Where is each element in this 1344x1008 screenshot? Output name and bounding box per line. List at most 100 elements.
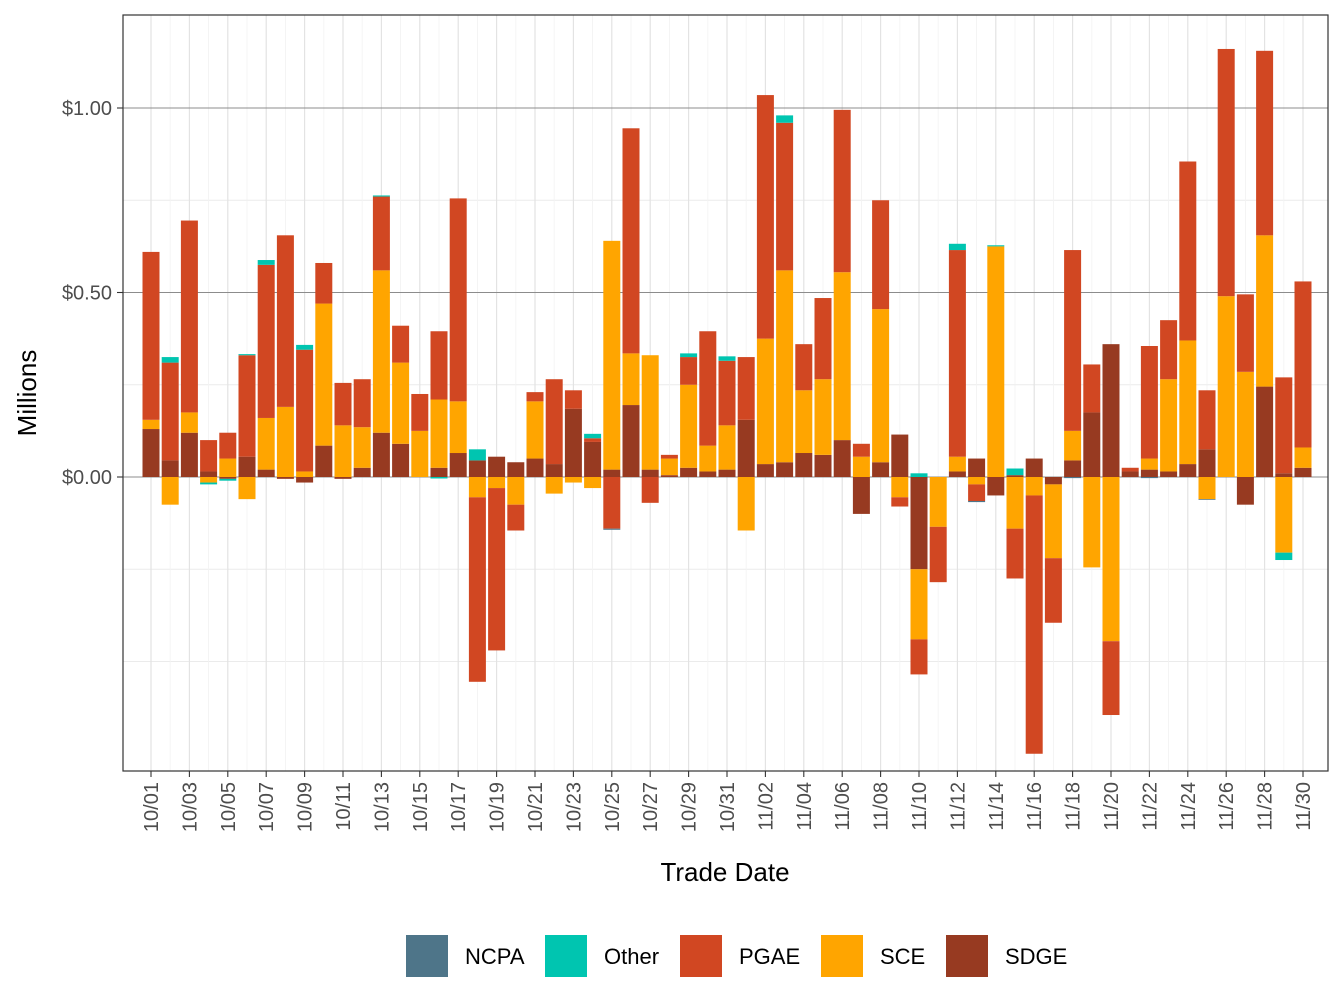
- plot-border: [122, 14, 1329, 772]
- bar-ncpa-11-25: [1198, 499, 1216, 500]
- bar-sce-10-04: [200, 477, 218, 483]
- bar-sce-10-16: [430, 399, 448, 468]
- x-tick-label-11-14: 11/14: [986, 782, 1008, 831]
- bar-sdge-10-08: [276, 477, 294, 479]
- bar-pgae-11-17: [1044, 558, 1062, 623]
- bar-pgae-10-09: [296, 349, 314, 472]
- bar-sdge-10-03: [180, 432, 198, 477]
- legend-label-other: Other: [604, 944, 659, 969]
- bar-sdge-10-26: [622, 405, 640, 477]
- bar-sdge-10-31: [718, 469, 736, 477]
- x-tick-label-11-06: 11/06: [832, 782, 854, 831]
- bar-sdge-11-12: [948, 471, 966, 477]
- bar-sce-10-20: [507, 477, 525, 505]
- bar-other-10-04: [200, 482, 218, 485]
- bar-sdge-11-28: [1256, 386, 1274, 477]
- bar-sce-11-30: [1294, 447, 1312, 468]
- bar-pgae-11-27: [1236, 294, 1254, 372]
- x-tick-label-10-11: 10/11: [333, 782, 355, 831]
- bar-sdge-11-02: [756, 464, 774, 477]
- bar-sce-11-07: [852, 456, 870, 477]
- legend-label-sce: SCE: [880, 944, 925, 969]
- bar-sdge-10-16: [430, 467, 448, 477]
- bar-sce-11-16: [1025, 477, 1043, 496]
- bar-sce-11-18: [1064, 430, 1082, 461]
- bar-pgae-11-21: [1121, 467, 1139, 472]
- bar-sdge-11-23: [1160, 471, 1178, 477]
- bar-sdge-11-29: [1275, 473, 1293, 477]
- legend-swatch-sdge: [946, 935, 988, 977]
- bar-ncpa-11-22: [1140, 477, 1158, 479]
- bar-other-10-18: [468, 449, 486, 461]
- bar-sdge-10-22: [545, 464, 563, 477]
- x-tick-label-11-26: 11/26: [1216, 782, 1238, 831]
- x-tick-label-10-09: 10/09: [295, 782, 317, 832]
- bar-sdge-10-01: [142, 429, 160, 477]
- bar-sce-11-08: [872, 309, 890, 463]
- x-tick-label-11-08: 11/08: [871, 782, 893, 831]
- bar-sce-10-19: [488, 477, 506, 489]
- bar-pgae-10-14: [392, 325, 410, 363]
- bar-pgae-11-02: [756, 95, 774, 339]
- bar-pgae-10-30: [699, 331, 717, 446]
- bar-sce-10-27: [641, 355, 659, 470]
- bar-other-11-03: [776, 115, 794, 123]
- bar-pgae-10-13: [372, 196, 390, 271]
- bar-sce-11-24: [1179, 340, 1197, 465]
- x-tick-label-10-13: 10/13: [371, 782, 393, 832]
- bar-sce-10-02: [161, 477, 179, 505]
- bar-sce-11-20: [1102, 477, 1120, 642]
- bar-pgae-10-17: [449, 198, 467, 402]
- bar-sdge-10-28: [660, 475, 678, 477]
- bar-sdge-11-10: [910, 477, 928, 570]
- x-tick-label-10-25: 10/25: [602, 782, 624, 832]
- x-tick-label-10-29: 10/29: [679, 782, 701, 832]
- bar-sce-10-06: [238, 477, 256, 500]
- bar-sce-11-13: [968, 477, 986, 485]
- bar-sdge-10-12: [353, 467, 371, 477]
- legend-swatch-ncpa: [406, 935, 448, 977]
- x-tick-label-11-24: 11/24: [1178, 782, 1200, 831]
- bar-pgae-10-20: [507, 504, 525, 531]
- bar-sce-10-23: [564, 477, 582, 483]
- bar-sdge-11-20: [1102, 344, 1120, 477]
- bar-pgae-10-31: [718, 360, 736, 426]
- bar-sdge-10-05: [219, 477, 237, 479]
- bar-pgae-10-05: [219, 432, 237, 459]
- x-tick-label-10-23: 10/23: [563, 782, 585, 832]
- bar-sce-10-31: [718, 425, 736, 470]
- bar-pgae-11-22: [1140, 346, 1158, 459]
- bar-pgae-10-11: [334, 382, 352, 426]
- bar-pgae-10-27: [641, 477, 659, 503]
- legend-label-pgae: PGAE: [739, 944, 800, 969]
- bar-sce-10-09: [296, 471, 314, 477]
- bar-sce-10-05: [219, 458, 237, 477]
- bar-sdge-11-05: [814, 454, 832, 477]
- bar-sce-11-11: [929, 477, 947, 527]
- x-tick-label-10-15: 10/15: [410, 782, 432, 832]
- bar-other-11-10: [910, 473, 928, 477]
- bar-sce-10-26: [622, 353, 640, 406]
- bar-pgae-10-12: [353, 379, 371, 428]
- bar-pgae-10-22: [545, 379, 563, 465]
- bar-sce-11-03: [776, 270, 794, 463]
- bar-sce-10-03: [180, 412, 198, 433]
- bar-pgae-11-03: [776, 122, 794, 271]
- bar-sce-11-15: [1006, 477, 1024, 529]
- bar-pgae-11-18: [1064, 250, 1082, 431]
- bar-pgae-10-23: [564, 390, 582, 409]
- bar-sdge-10-24: [584, 441, 602, 477]
- bar-pgae-11-24: [1179, 161, 1197, 341]
- bar-sdge-10-11: [334, 477, 352, 479]
- bar-sdge-10-30: [699, 471, 717, 477]
- bar-pgae-11-23: [1160, 320, 1178, 380]
- bar-other-10-24: [584, 433, 602, 439]
- x-tick-label-10-05: 10/05: [218, 782, 240, 832]
- bar-sdge-11-07: [852, 477, 870, 514]
- x-tick-label-11-20: 11/20: [1101, 782, 1123, 831]
- bar-sdge-11-17: [1044, 477, 1062, 485]
- bar-sce-10-01: [142, 419, 160, 430]
- bar-sdge-11-01: [737, 419, 755, 477]
- bar-pgae-11-30: [1294, 281, 1312, 448]
- bar-sdge-11-13: [968, 458, 986, 477]
